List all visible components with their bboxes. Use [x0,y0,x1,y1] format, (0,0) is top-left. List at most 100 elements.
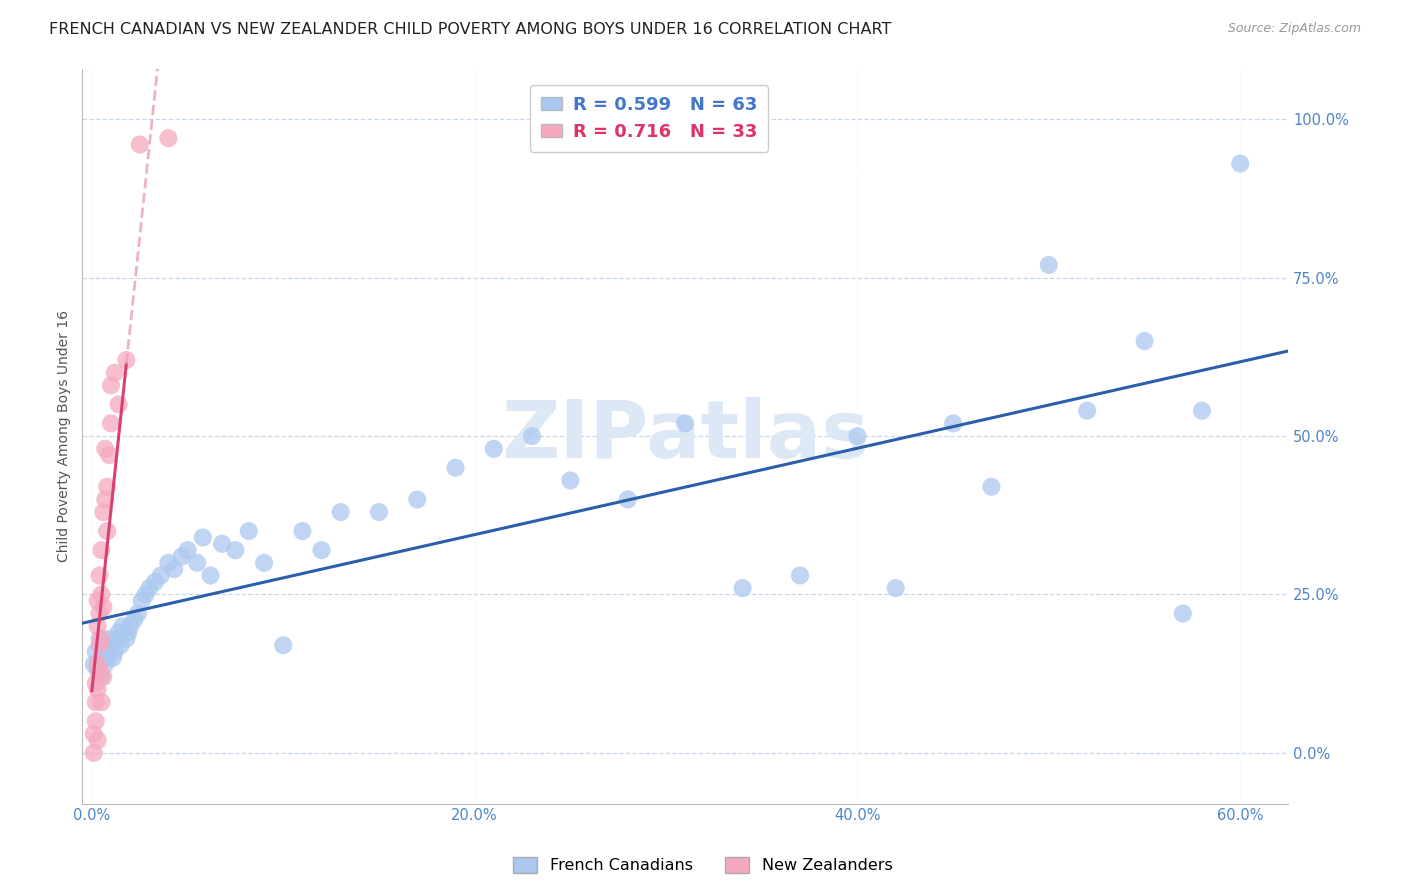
Point [89,632,111,646]
Point [84,676,107,690]
Text: Source: ZipAtlas.com: Source: ZipAtlas.com [1227,22,1361,36]
Point [211,537,233,551]
Point [131,594,153,608]
Point [96,651,118,665]
Point [1229,156,1251,170]
Point [224,543,246,558]
Point [291,524,314,538]
Point [111,619,134,633]
Point [84,695,107,709]
Text: FRENCH CANADIAN VS NEW ZEALANDER CHILD POVERTY AMONG BOYS UNDER 16 CORRELATION C: FRENCH CANADIAN VS NEW ZEALANDER CHILD P… [49,22,891,37]
Point [83,727,105,741]
Point [110,638,132,652]
Point [1038,258,1060,272]
Point [143,574,166,589]
Point [93,670,115,684]
Point [86,664,108,678]
Point [444,460,467,475]
Point [673,417,696,431]
Point [942,417,965,431]
Point [120,619,142,633]
Point [89,607,111,621]
Point [96,480,118,494]
Point [100,417,122,431]
Point [482,442,505,456]
Point [311,543,333,558]
Point [86,682,108,697]
Point [191,531,214,545]
Point [789,568,811,582]
Point [731,581,754,595]
Point [94,442,117,456]
Point [884,581,907,595]
Point [84,644,107,658]
Point [122,613,145,627]
Point [90,632,112,646]
Point [90,670,112,684]
Point [89,664,111,678]
Point [271,638,294,652]
Point [253,556,276,570]
Point [238,524,260,538]
Point [128,137,150,152]
Y-axis label: Child Poverty Among Boys Under 16: Child Poverty Among Boys Under 16 [58,310,72,562]
Point [149,568,172,582]
Point [94,492,117,507]
Point [980,480,1002,494]
Point [127,607,149,621]
Point [1133,334,1156,348]
Point [94,644,117,658]
Point [94,657,117,672]
Point [86,619,108,633]
Point [560,474,582,488]
Point [101,651,124,665]
Point [93,600,115,615]
Text: ZIPatlas: ZIPatlas [501,397,869,475]
Point [96,524,118,538]
Point [93,505,115,519]
Point [176,543,198,558]
Point [329,505,352,519]
Point [83,746,105,760]
Point [98,632,121,646]
Point [90,651,112,665]
Point [107,397,129,411]
Point [170,549,193,564]
Point [84,714,107,729]
Point [157,131,180,145]
Point [138,581,160,595]
Point [1076,403,1098,417]
Point [100,378,122,392]
Point [83,657,105,672]
Point [98,448,121,462]
Point [200,568,222,582]
Point [115,353,138,368]
Point [89,568,111,582]
Point [157,556,180,570]
Point [100,638,122,652]
Point [846,429,869,443]
Point [115,632,138,646]
Point [186,556,208,570]
Point [86,657,108,672]
Point [90,587,112,601]
Point [134,587,156,601]
Legend: French Canadians, New Zealanders: French Canadians, New Zealanders [508,850,898,880]
Legend: R = 0.599   N = 63, R = 0.716   N = 33: R = 0.599 N = 63, R = 0.716 N = 33 [530,85,768,152]
Point [90,695,112,709]
Point [104,366,127,380]
Point [89,638,111,652]
Point [406,492,429,507]
Point [1171,607,1194,621]
Point [117,625,139,640]
Point [616,492,638,507]
Point [105,632,128,646]
Point [107,625,129,640]
Point [163,562,186,576]
Point [520,429,543,443]
Point [1191,403,1213,417]
Point [93,638,115,652]
Point [86,594,108,608]
Point [104,644,127,658]
Point [90,543,112,558]
